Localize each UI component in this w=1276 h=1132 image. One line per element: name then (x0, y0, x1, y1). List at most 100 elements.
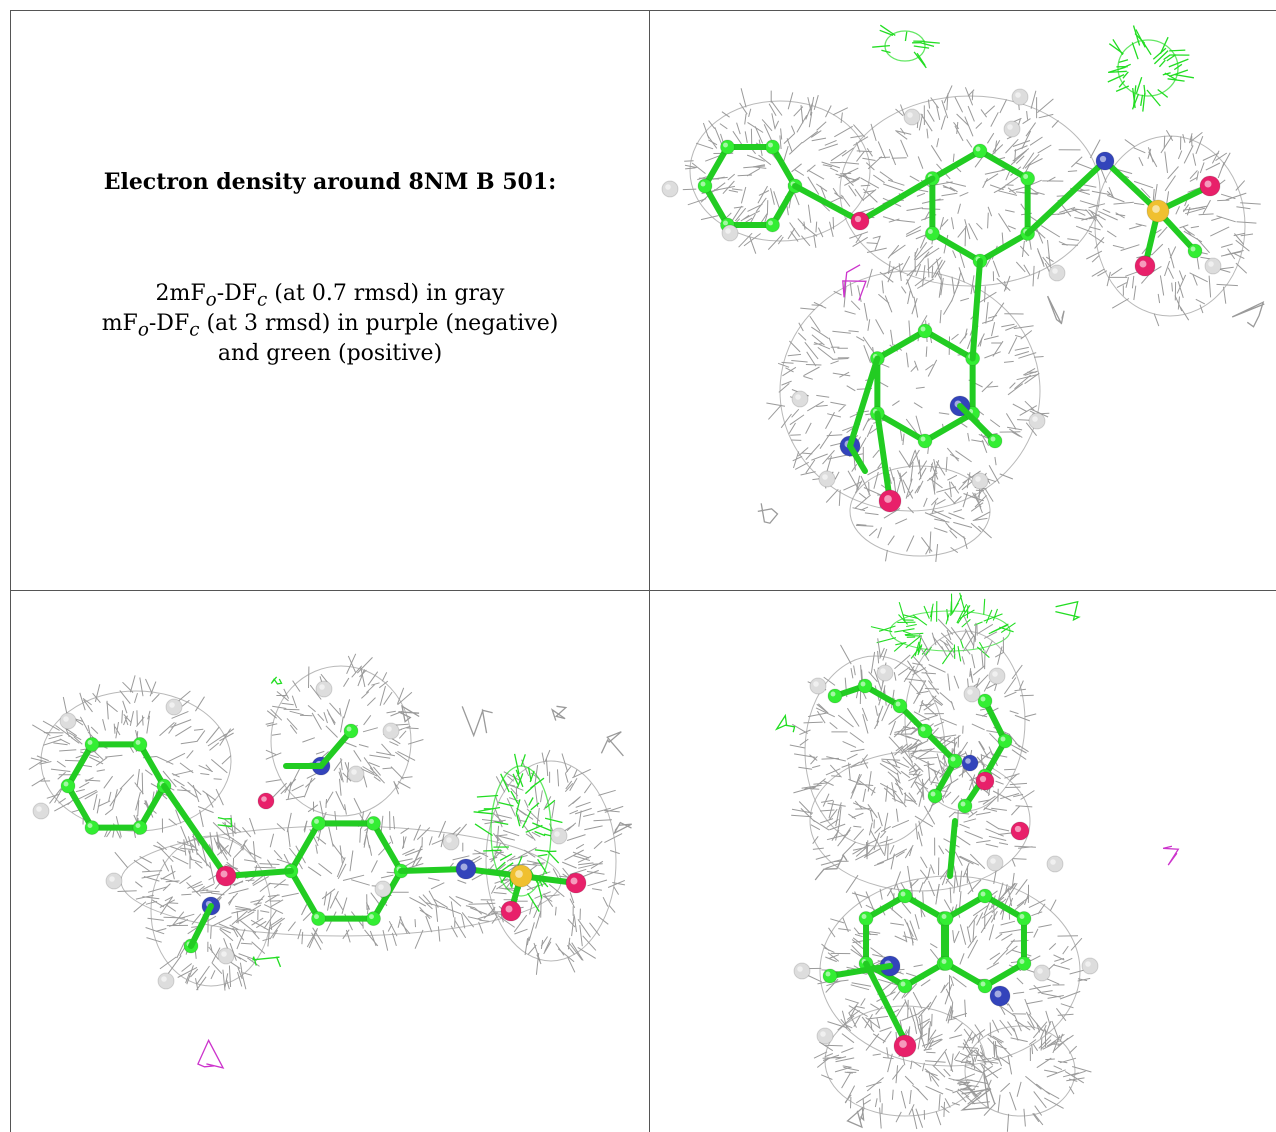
view-bottom-left-render (28, 653, 633, 1069)
carbon-atom (827, 688, 843, 704)
density-fragment (600, 731, 624, 757)
bond (902, 893, 947, 922)
oxygen-atom (257, 792, 275, 810)
hydrogen-atom (721, 224, 739, 242)
density-fragment (960, 1071, 996, 1111)
atom-highlight (900, 891, 906, 897)
hydrogen-atom (971, 472, 989, 490)
atom-highlight (725, 228, 731, 234)
atom-highlight (446, 837, 452, 843)
carbon-atom (917, 433, 933, 449)
carbon-atom (822, 968, 838, 984)
atom-highlight (797, 966, 803, 972)
atom-highlight (820, 1031, 826, 1037)
hydrogen-atom (1204, 257, 1222, 275)
bond (863, 893, 908, 922)
density-mesh (894, 616, 1037, 827)
hydrogen-atom (1081, 957, 1099, 975)
density-mesh (823, 85, 1110, 298)
atom-highlight (860, 681, 866, 687)
positive-density-fragment (1055, 600, 1081, 622)
atom-highlight (907, 112, 913, 118)
atom-highlight (1099, 155, 1107, 163)
atom-highlight (980, 891, 986, 897)
carbon-atom (765, 217, 780, 233)
atom-highlight (87, 823, 93, 829)
bond (857, 175, 936, 224)
atom-highlight (570, 877, 578, 885)
atom-highlight (884, 495, 892, 503)
positive-density-fragment (217, 816, 233, 828)
bond (161, 783, 229, 879)
density-fragment (1046, 295, 1065, 325)
hydrogen-atom (315, 680, 333, 698)
atom-highlight (1032, 416, 1038, 422)
density-fragment (550, 705, 568, 721)
atom-highlight (1014, 825, 1022, 833)
hydrogen-atom (988, 667, 1006, 685)
carbon-atom (311, 911, 326, 927)
bond (982, 960, 1027, 989)
bond (827, 963, 893, 979)
density-fragment (612, 821, 633, 835)
legend-line-difference: mFo-DFc (at 3 rmsd) in purple (negative) (101, 311, 559, 341)
bond (398, 866, 469, 874)
atom-highlight (378, 884, 384, 890)
carbon-atom (84, 736, 100, 752)
carbon-atom (897, 888, 913, 904)
atom-highlight (975, 146, 981, 152)
atom-highlight (768, 142, 773, 148)
hydrogen-atom (903, 108, 921, 126)
carbon-atom (84, 820, 100, 836)
carbon-atom (972, 143, 988, 159)
carbon-atom (957, 798, 973, 814)
atom-highlight (975, 476, 981, 482)
hydrogen-atom (347, 765, 365, 783)
bond (65, 783, 95, 831)
hydrogen-atom (32, 802, 50, 820)
atom-highlight (261, 796, 267, 802)
atom-highlight (980, 696, 986, 702)
hydrogen-atom (661, 180, 679, 198)
carbon-atom (311, 815, 326, 831)
bond (922, 328, 976, 362)
atom-highlight (1052, 268, 1058, 274)
carbon-atom (917, 723, 933, 739)
density-mesh (28, 675, 235, 839)
bond (947, 818, 958, 879)
figure-title: Electron density around 8NM B 501: (103, 169, 557, 195)
bond (874, 410, 893, 504)
atom-highlight (920, 326, 926, 332)
carbon-atom (857, 678, 873, 694)
hydrogen-atom (165, 698, 183, 716)
density-mesh (791, 736, 1036, 900)
atom-highlight (1208, 261, 1214, 267)
atom-highlight (979, 775, 987, 783)
hydrogen-atom (791, 390, 809, 408)
atom-highlight (1023, 174, 1029, 179)
carbon-atom (977, 888, 993, 904)
carbon-atom (1016, 911, 1032, 926)
atom-highlight (1190, 246, 1196, 252)
atom-highlight (314, 914, 319, 920)
hydrogen-atom (1028, 412, 1046, 430)
view-top-right (650, 11, 1276, 590)
density-mesh (473, 749, 625, 975)
atom-highlight (813, 681, 819, 687)
atom-highlight (941, 959, 947, 964)
density-mesh (870, 592, 1016, 665)
hydrogen-atom (550, 827, 568, 845)
positive-density-fragment (252, 956, 282, 968)
atom-highlight (460, 863, 468, 871)
caption-cell: Electron density around 8NM B 501: 2mFo-… (11, 11, 649, 590)
hydrogen-atom (442, 833, 460, 851)
atom-highlight (920, 436, 926, 442)
density-fragment (461, 706, 493, 738)
atom-highlight (1152, 205, 1160, 213)
atom-highlight (319, 684, 325, 690)
atom-highlight (63, 716, 69, 722)
carbon-atom (927, 788, 943, 804)
atom-highlight (1050, 859, 1056, 865)
atom-highlight (861, 914, 867, 919)
